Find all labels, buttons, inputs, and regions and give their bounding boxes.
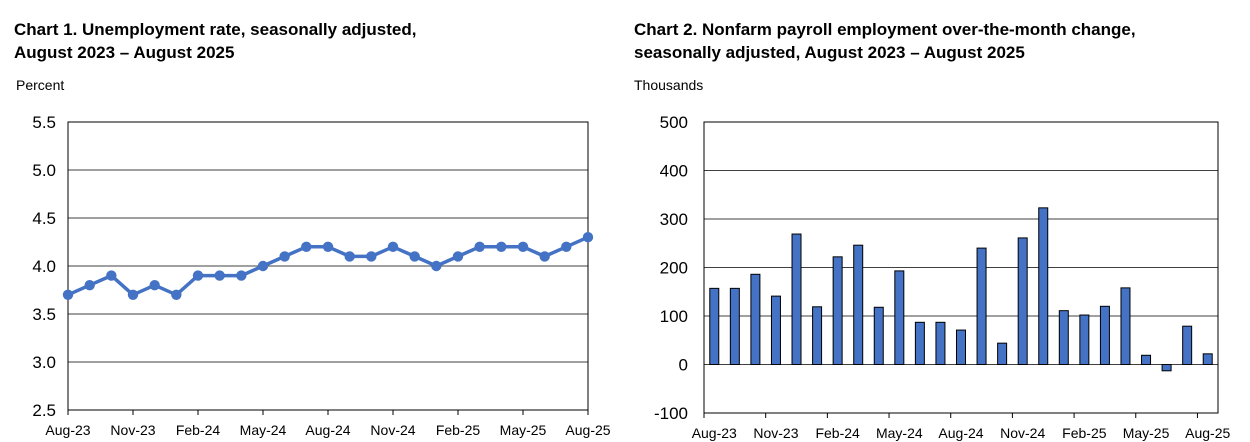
chart1-x-tick-label: May-24 [240, 422, 287, 438]
chart1-title-line1: Chart 1. Unemployment rate, seasonally a… [14, 20, 417, 39]
chart1-data-point [474, 241, 485, 252]
chart1-y-tick-label: 4.5 [32, 209, 56, 228]
chart2-plot-frame [703, 121, 1219, 414]
chart2-bar [997, 342, 1008, 366]
chart2-y-tick-label: 200 [660, 259, 688, 278]
chart1-data-point [366, 251, 377, 262]
chart1-data-point [214, 270, 225, 281]
chart2-bar [791, 233, 802, 365]
chart1-y-tick-label: 5.0 [32, 161, 56, 180]
chart1-y-tick-label: 3.0 [32, 353, 56, 372]
chart2-bar [853, 244, 864, 365]
chart1-y-tick-label: 5.5 [32, 113, 56, 132]
chart1-x-tick-label: Aug-23 [45, 422, 90, 438]
chart2-bar [1038, 207, 1049, 365]
chart2-bar [1120, 287, 1131, 365]
chart2-bar [1099, 305, 1110, 365]
chart1-y-tick-label: 2.5 [32, 401, 56, 420]
chart2-bar [1161, 364, 1172, 372]
chart1-data-point [257, 260, 269, 272]
chart2-y-tick-label: 100 [660, 307, 688, 326]
chart2-x-tick-label: Aug-25 [1185, 425, 1230, 441]
chart2-x-tick-label: May-24 [876, 425, 923, 441]
chart2-bar [1058, 310, 1069, 366]
chart1-title: Chart 1. Unemployment rate, seasonally a… [14, 18, 416, 64]
chart2-plot: -100 0 100 200 300 400 500 Aug-23 Nov-23 Feb-24 Ma… [654, 113, 1231, 441]
chart1-title-line2: August 2023 – August 2025 [14, 43, 235, 62]
chart1-data-point [409, 251, 420, 262]
chart1-data-point [127, 289, 139, 300]
chart1-data-point [496, 241, 507, 252]
chart1-data-point [561, 241, 572, 252]
chart2-x-tick-label: Nov-23 [753, 425, 798, 441]
chart1-y-tick-label: 3.5 [32, 305, 56, 324]
chart2-bar [894, 270, 905, 365]
chart2-x-tick-label: Aug-24 [938, 425, 983, 441]
chart2-bar [1017, 237, 1028, 365]
chart1-x-tick-label: May-25 [500, 422, 547, 438]
chart1-data-point [344, 251, 355, 262]
chart2-bar [1182, 325, 1193, 365]
chart1-data-point [149, 280, 160, 291]
chart1-x-tick-label: Nov-24 [370, 422, 415, 438]
chart2-bar [770, 295, 781, 365]
chart1-x-tick-label: Nov-23 [110, 422, 155, 438]
payroll-chart-panel: Chart 2. Nonfarm payroll employment over… [620, 0, 1250, 442]
chart2-bar [709, 287, 720, 366]
chart2-title: Chart 2. Nonfarm payroll employment over… [634, 18, 1136, 64]
chart1-data-point [517, 241, 529, 252]
chart1-data-point [192, 270, 204, 281]
chart2-title-line2: seasonally adjusted, August 2023 – Augus… [634, 43, 1025, 62]
chart2-x-tick-label: Nov-24 [1000, 425, 1045, 441]
chart2-x-tick-label: Feb-25 [1062, 425, 1107, 441]
chart2-bar [1079, 314, 1090, 365]
chart2-bar [976, 247, 987, 366]
chart2-bar [729, 287, 740, 366]
chart2-bar [812, 306, 823, 366]
chart2-bar [832, 256, 843, 365]
chart2-y-tick-label: -100 [654, 404, 688, 423]
chart2-bar [1202, 353, 1213, 365]
chart1-data-point [279, 251, 290, 262]
chart2-y-tick-label: 400 [660, 162, 688, 181]
chart1-plot: 2.5 3.0 3.5 4.0 4.5 5.0 5.5 Aug-23 Nov-23 Feb-24 M… [32, 113, 610, 438]
chart2-y-tick-label: 300 [660, 210, 688, 229]
chart2-bar [1141, 354, 1152, 366]
chart2-title-line1: Chart 2. Nonfarm payroll employment over… [634, 20, 1136, 39]
chart1-data-point [301, 241, 312, 252]
chart2-bar [873, 306, 884, 365]
chart1-data-point [106, 270, 117, 281]
chart1-data-point [452, 251, 464, 262]
chart1-data-point [322, 241, 334, 252]
chart1-x-tick-label: Aug-25 [565, 422, 610, 438]
chart2-bar [914, 321, 925, 365]
chart2-bar [750, 273, 761, 366]
chart1-data-point [62, 289, 74, 300]
chart2-bar [956, 329, 966, 366]
chart1-x-tick-label: Feb-25 [436, 422, 481, 438]
chart2-x-tick-label: May-25 [1123, 425, 1170, 441]
chart1-y-tick-label: 4.0 [32, 257, 56, 276]
chart1-data-point [431, 260, 442, 272]
chart1-data-point [582, 232, 594, 243]
chart1-data-point [387, 241, 399, 252]
chart2-y-tick-label: 0 [679, 356, 688, 375]
chart2-y-unit-label: Thousands [634, 77, 704, 93]
chart1-x-tick-label: Feb-24 [176, 422, 221, 438]
chart1-y-unit-label: Percent [16, 77, 65, 93]
chart1-data-point [84, 280, 95, 291]
unemployment-chart-panel: Chart 1. Unemployment rate, seasonally a… [0, 0, 620, 442]
chart2-bar [935, 321, 946, 365]
chart2-y-tick-label: 500 [660, 113, 688, 132]
chart2-x-tick-label: Feb-24 [815, 425, 860, 441]
chart1-data-point [171, 289, 182, 300]
chart1-data-point [236, 270, 247, 281]
chart1-x-tick-label: Aug-24 [305, 422, 350, 438]
chart1-data-point [539, 251, 550, 262]
chart2-x-tick-label: Aug-23 [692, 425, 737, 441]
